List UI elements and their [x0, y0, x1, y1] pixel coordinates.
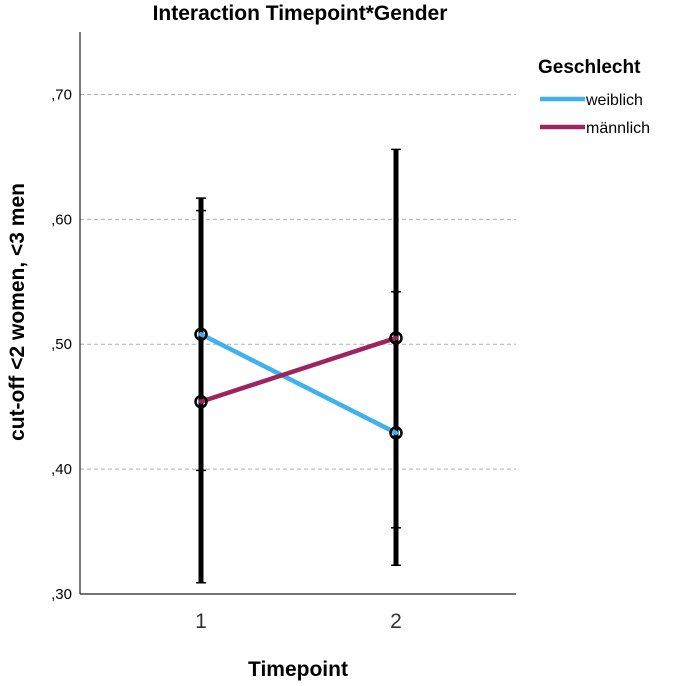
legend-label: weiblich: [585, 92, 643, 109]
y-tick-label: ,30: [51, 586, 72, 603]
legend: Geschlecht weiblich männlich: [538, 57, 650, 137]
y-tick-label: ,70: [51, 86, 72, 103]
legend-items: weiblich männlich: [540, 92, 650, 137]
y-tick-label: ,40: [51, 461, 72, 478]
y-tick-label: ,60: [51, 211, 72, 228]
chart-title: Interaction Timepoint*Gender: [153, 2, 448, 25]
legend-label: männlich: [586, 120, 650, 137]
series-lines: [198, 331, 399, 436]
gridlines: [80, 93, 516, 470]
data-point: [194, 327, 208, 341]
y-axis-title: cut-off <2 women, <3 men: [6, 183, 29, 441]
axes: [79, 32, 516, 595]
y-tick-labels: ,30 ,40 ,50 ,60 ,70: [51, 86, 72, 603]
x-tick-label: 2: [390, 610, 402, 633]
y-tick-label: ,50: [51, 336, 72, 353]
series-points: [194, 327, 403, 440]
x-axis-title: Timepoint: [248, 658, 348, 681]
error-bars: [196, 148, 401, 584]
data-point: [389, 426, 403, 440]
x-tick-label: 1: [195, 610, 207, 633]
series-line: [198, 335, 399, 404]
data-point: [389, 331, 403, 345]
data-point: [194, 394, 208, 409]
legend-title: Geschlecht: [538, 57, 641, 78]
series-line: [198, 331, 399, 436]
